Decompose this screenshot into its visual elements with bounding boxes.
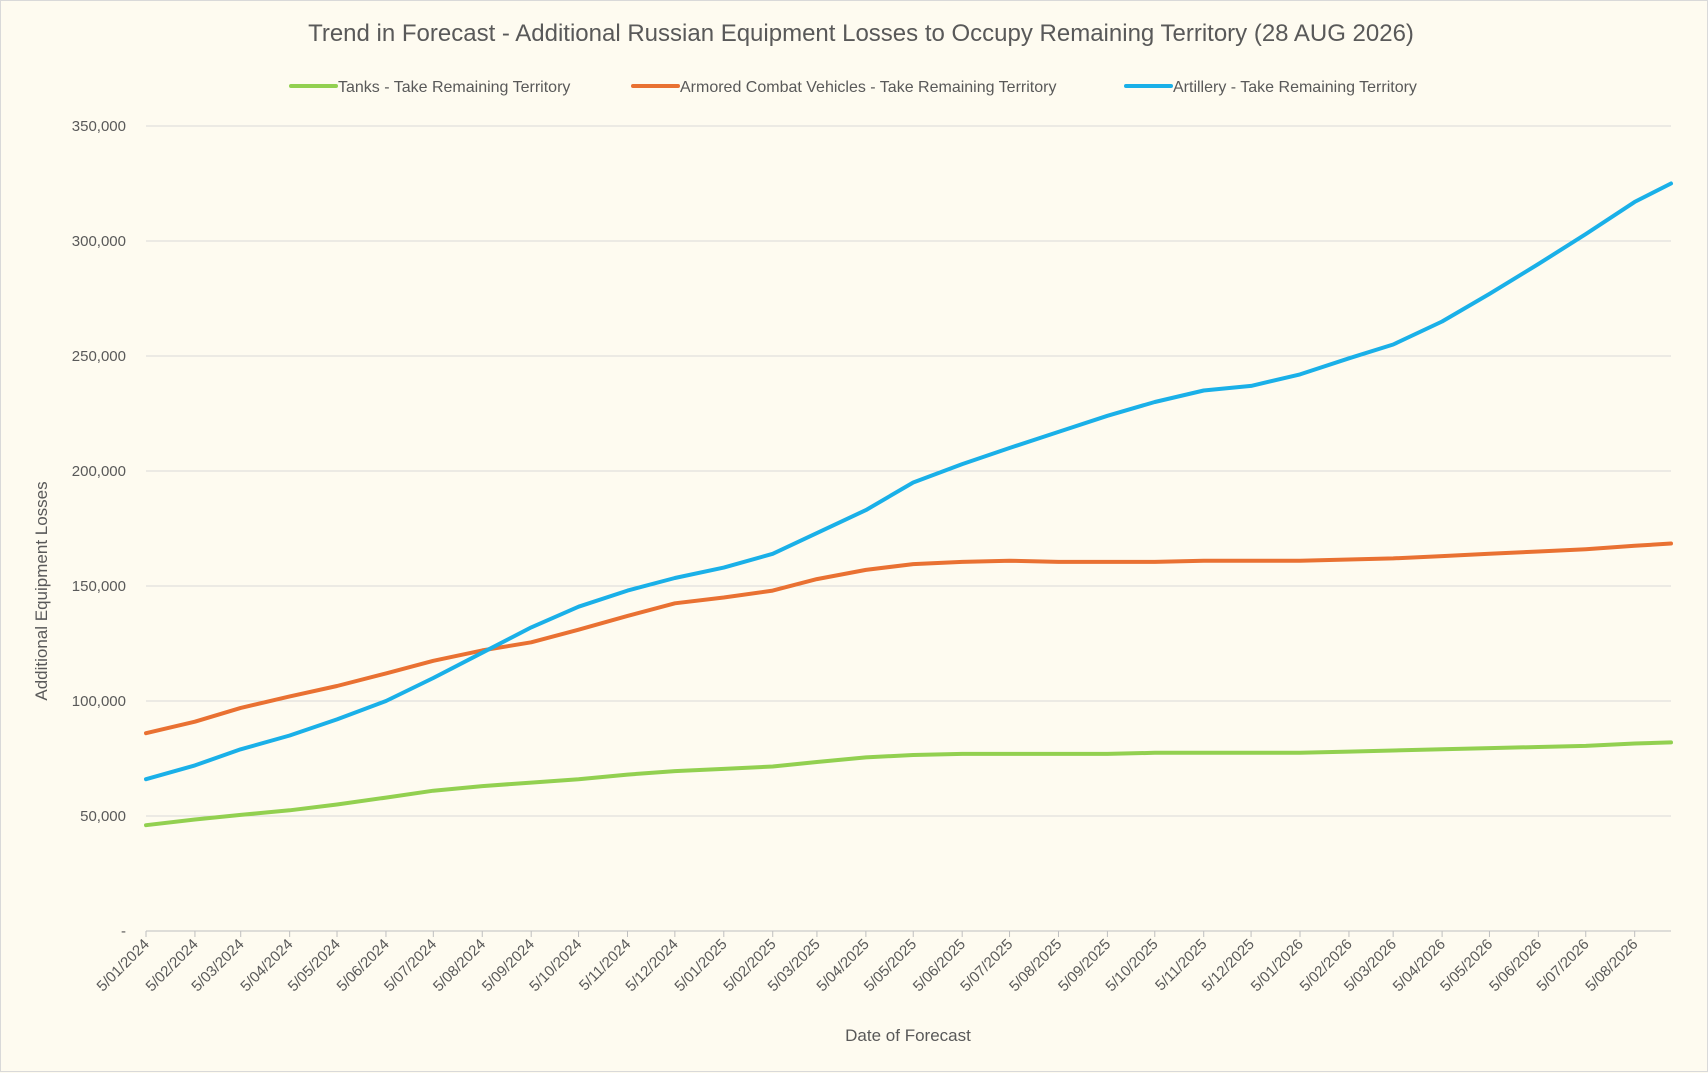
y-tick-label: 50,000 xyxy=(80,808,126,825)
series-line-1 xyxy=(144,541,1673,736)
x-tick-label: 5/10/2024 xyxy=(526,936,585,995)
y-tick-label: 300,000 xyxy=(72,233,126,250)
y-tick-label: 150,000 xyxy=(72,578,126,595)
legend: Tanks - Take Remaining Territory Armored … xyxy=(289,79,1417,96)
x-tick-label: 5/01/2026 xyxy=(1248,936,1307,995)
x-tick-label: 5/05/2026 xyxy=(1437,936,1496,995)
y-axis-ticks: - 50,000 100,000 150,000 200,000 250,000 300,0… xyxy=(72,118,126,940)
x-tick-label: 5/12/2024 xyxy=(622,936,681,995)
x-tick-label: 5/08/2025 xyxy=(1006,936,1065,995)
x-tick-label: 5/10/2025 xyxy=(1102,936,1161,995)
gridlines xyxy=(146,125,1671,817)
x-axis-ticks: 5/01/20245/02/20245/03/20245/04/20245/05… xyxy=(94,931,1642,995)
x-tick-label: 5/08/2024 xyxy=(430,936,489,995)
x-tick-label: 5/08/2026 xyxy=(1582,936,1641,995)
y-tick-label: 250,000 xyxy=(72,348,126,365)
y-axis-title: Additional Equipment Losses xyxy=(32,481,51,700)
y-tick-label: 100,000 xyxy=(72,693,126,710)
y-tick-label: 350,000 xyxy=(72,118,126,135)
x-tick-label: 5/05/2024 xyxy=(285,936,344,995)
x-tick-label: 5/07/2026 xyxy=(1533,936,1592,995)
series-line-0 xyxy=(144,740,1673,828)
legend-label: Artillery - Take Remaining Territory xyxy=(1173,79,1417,96)
x-tick-label: 5/01/2025 xyxy=(671,936,730,995)
series-line-2 xyxy=(144,181,1673,782)
series-lines xyxy=(144,181,1673,828)
chart-title: Trend in Forecast - Additional Russian E… xyxy=(308,20,1414,47)
x-tick-label: 5/01/2024 xyxy=(94,936,153,995)
legend-label: Armored Combat Vehicles - Take Remaining… xyxy=(680,79,1056,96)
y-tick-label: 200,000 xyxy=(72,463,126,480)
legend-label: Tanks - Take Remaining Territory xyxy=(338,79,570,96)
x-tick-label: 5/07/2025 xyxy=(957,936,1016,995)
x-axis-title: Date of Forecast xyxy=(845,1026,971,1045)
y-tick-label: - xyxy=(121,923,126,940)
x-tick-label: 5/07/2024 xyxy=(381,936,440,995)
x-tick-label: 5/12/2025 xyxy=(1199,936,1258,995)
x-tick-label: 5/05/2025 xyxy=(861,936,920,995)
